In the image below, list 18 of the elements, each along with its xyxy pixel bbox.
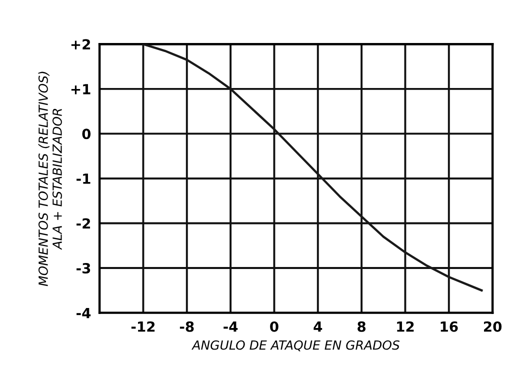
x-tick-label: -12 [131, 321, 155, 332]
y-tick-label: +1 [71, 84, 90, 94]
y-tick-label: +2 [71, 39, 90, 50]
y-tick-label: -1 [76, 174, 90, 184]
x-tick-label: 4 [314, 322, 322, 332]
y-tick-label: -3 [76, 262, 90, 274]
y-axis-title: MOMENTOS TOTALES (RELATIVOS) ALA + ESTABILIZADOR [38, 72, 62, 286]
x-tick-label: 16 [440, 321, 458, 332]
y-tick-label: 0 [82, 128, 91, 140]
x-tick-label: -8 [180, 321, 194, 332]
x-tick-label: 8 [358, 321, 366, 332]
y-tick-label: -2 [76, 218, 90, 229]
y-tick-label: -4 [76, 308, 91, 318]
x-tick-label: 20 [484, 321, 502, 332]
x-tick-label: -4 [224, 322, 238, 332]
x-tick-label: 0 [270, 321, 278, 332]
x-axis-title: ANGULO DE ATAQUE EN GRADOS [192, 340, 400, 352]
x-tick-label: 12 [397, 321, 414, 332]
